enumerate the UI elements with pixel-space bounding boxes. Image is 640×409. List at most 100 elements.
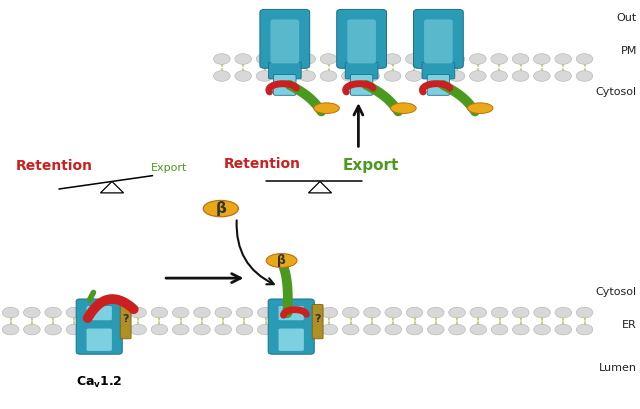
Circle shape xyxy=(172,324,189,335)
Circle shape xyxy=(492,324,508,335)
FancyBboxPatch shape xyxy=(86,328,112,351)
FancyBboxPatch shape xyxy=(428,74,450,95)
Circle shape xyxy=(385,324,401,335)
Circle shape xyxy=(3,324,19,335)
Circle shape xyxy=(194,307,211,318)
FancyBboxPatch shape xyxy=(422,62,455,79)
Circle shape xyxy=(214,54,230,64)
Circle shape xyxy=(66,307,83,318)
FancyBboxPatch shape xyxy=(260,9,310,68)
Circle shape xyxy=(385,307,401,318)
Text: Cytosol: Cytosol xyxy=(596,87,637,97)
Circle shape xyxy=(172,307,189,318)
Circle shape xyxy=(235,54,252,64)
Circle shape xyxy=(428,324,444,335)
Circle shape xyxy=(427,71,444,81)
Circle shape xyxy=(470,307,486,318)
Circle shape xyxy=(257,324,274,335)
FancyBboxPatch shape xyxy=(278,328,304,351)
Circle shape xyxy=(555,324,572,335)
Circle shape xyxy=(406,307,423,318)
Text: Export: Export xyxy=(342,158,399,173)
Circle shape xyxy=(300,324,317,335)
Circle shape xyxy=(513,324,529,335)
Circle shape xyxy=(109,324,125,335)
Text: β: β xyxy=(277,254,286,267)
FancyBboxPatch shape xyxy=(345,62,378,79)
Circle shape xyxy=(45,324,61,335)
FancyBboxPatch shape xyxy=(120,305,131,339)
Circle shape xyxy=(492,307,508,318)
Circle shape xyxy=(427,54,444,64)
Circle shape xyxy=(406,71,422,81)
Circle shape xyxy=(470,324,486,335)
Text: Lumen: Lumen xyxy=(599,363,637,373)
Circle shape xyxy=(342,307,359,318)
Circle shape xyxy=(215,307,232,318)
Text: ?: ? xyxy=(314,314,321,324)
Circle shape xyxy=(470,54,486,64)
Circle shape xyxy=(512,54,529,64)
Text: Export: Export xyxy=(150,163,187,173)
Circle shape xyxy=(428,307,444,318)
Text: Retention: Retention xyxy=(224,157,301,171)
FancyBboxPatch shape xyxy=(351,74,372,95)
FancyBboxPatch shape xyxy=(312,305,323,339)
Circle shape xyxy=(151,324,168,335)
Circle shape xyxy=(364,324,380,335)
Circle shape xyxy=(576,307,593,318)
Text: Cytosol: Cytosol xyxy=(596,288,637,297)
Circle shape xyxy=(363,71,380,81)
Polygon shape xyxy=(100,182,124,193)
Circle shape xyxy=(534,324,550,335)
Circle shape xyxy=(491,71,508,81)
FancyBboxPatch shape xyxy=(268,299,314,354)
Circle shape xyxy=(235,71,252,81)
Text: PM: PM xyxy=(620,46,637,56)
Circle shape xyxy=(321,324,338,335)
Circle shape xyxy=(576,71,593,81)
Circle shape xyxy=(321,307,338,318)
Circle shape xyxy=(299,71,316,81)
Text: Ca$_\mathregular{v}$1.2: Ca$_\mathregular{v}$1.2 xyxy=(76,375,122,390)
Text: Out: Out xyxy=(616,13,637,23)
Circle shape xyxy=(576,324,593,335)
Circle shape xyxy=(236,324,253,335)
Text: ER: ER xyxy=(622,320,637,330)
Circle shape xyxy=(555,307,572,318)
Circle shape xyxy=(24,307,40,318)
Circle shape xyxy=(278,71,294,81)
Circle shape xyxy=(45,307,61,318)
FancyArrowPatch shape xyxy=(237,220,274,284)
FancyBboxPatch shape xyxy=(274,74,296,95)
Circle shape xyxy=(342,71,358,81)
Circle shape xyxy=(364,307,380,318)
Circle shape xyxy=(130,324,147,335)
Ellipse shape xyxy=(390,103,416,114)
Circle shape xyxy=(555,71,572,81)
Circle shape xyxy=(513,307,529,318)
FancyBboxPatch shape xyxy=(424,19,452,63)
Circle shape xyxy=(448,54,465,64)
FancyBboxPatch shape xyxy=(271,19,299,63)
Circle shape xyxy=(534,71,550,81)
Text: ?: ? xyxy=(122,314,129,324)
Circle shape xyxy=(256,54,273,64)
Circle shape xyxy=(194,324,211,335)
Circle shape xyxy=(534,54,550,64)
Ellipse shape xyxy=(204,200,238,217)
Circle shape xyxy=(24,324,40,335)
Circle shape xyxy=(109,307,125,318)
Circle shape xyxy=(151,307,168,318)
Text: β: β xyxy=(216,201,226,216)
Circle shape xyxy=(363,54,380,64)
Circle shape xyxy=(576,54,593,64)
Circle shape xyxy=(342,324,359,335)
Circle shape xyxy=(320,71,337,81)
Circle shape xyxy=(278,54,294,64)
Circle shape xyxy=(299,54,316,64)
Circle shape xyxy=(320,54,337,64)
FancyBboxPatch shape xyxy=(268,62,301,79)
Circle shape xyxy=(300,307,317,318)
Circle shape xyxy=(448,71,465,81)
